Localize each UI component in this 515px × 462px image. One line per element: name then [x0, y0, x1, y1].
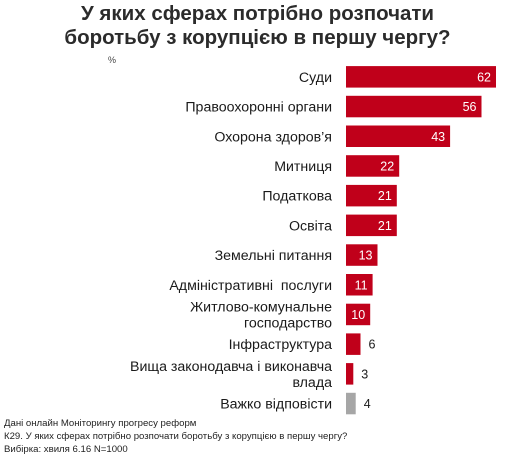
value-label-11: 4	[364, 397, 371, 411]
value-label-6: 13	[359, 249, 373, 263]
category-label-3: Митниця	[274, 159, 332, 175]
value-label-10: 3	[361, 367, 368, 381]
chart-title: У яких сферах потрібно розпочати боротьб…	[0, 2, 515, 50]
question-note: К29. У яких сферах потрібно розпочати бо…	[4, 431, 348, 442]
chart-title-line-2: боротьбу з корупцією в першу чергу?	[64, 26, 451, 49]
bar-6	[346, 244, 378, 266]
category-label-9: Інфраструктура	[229, 337, 332, 353]
chart-notes: Дані онлайн Моніторингу прогресу реформ …	[4, 417, 512, 456]
category-label-10-line-1: Вища законодавча і виконавча	[130, 359, 332, 375]
bar-4	[346, 184, 397, 207]
category-label-2: Охорона здоров’я	[214, 129, 332, 145]
bar-11	[346, 392, 356, 415]
bar-10	[346, 363, 354, 385]
value-label-5: 21	[378, 219, 392, 233]
bar-7	[346, 274, 373, 296]
bar-2	[346, 125, 451, 147]
bar-5	[346, 214, 397, 237]
value-label-0: 62	[477, 70, 491, 84]
bar-3	[346, 155, 400, 177]
source-note: Дані онлайн Моніторингу прогресу реформ	[4, 418, 197, 429]
category-label-8-line-1: Житлово-комунальне	[190, 300, 332, 316]
value-label-9: 6	[369, 338, 376, 352]
category-label-0: Суди	[299, 70, 332, 86]
category-label-6: Земельні питання	[215, 248, 332, 264]
sample-note: Вибірка: хвиля 6.16 N=1000	[4, 444, 128, 455]
bar-0	[346, 66, 496, 88]
chart-title-line-1: У яких сферах потрібно розпочати	[80, 2, 435, 25]
unit-label: %	[108, 55, 116, 65]
value-label-4: 21	[378, 189, 392, 203]
bar-9	[346, 333, 361, 355]
category-label-11: Важко відповісти	[220, 397, 332, 413]
category-label-1: Правоохоронні органи	[185, 100, 332, 116]
value-label-7: 11	[355, 278, 368, 292]
value-label-8: 10	[351, 308, 365, 322]
category-label-5: Освіта	[289, 218, 332, 234]
bar-1	[346, 95, 482, 118]
category-label-4: Податкова	[262, 189, 332, 205]
bar-8	[346, 303, 371, 326]
category-label-10-line-2: влада	[292, 375, 332, 391]
value-label-2: 43	[431, 130, 445, 144]
category-label-8-line-2: господарство	[244, 316, 332, 332]
value-label-1: 56	[463, 100, 477, 114]
category-label-7: Адміністративні послуги	[169, 278, 332, 294]
value-label-3: 22	[380, 159, 394, 173]
